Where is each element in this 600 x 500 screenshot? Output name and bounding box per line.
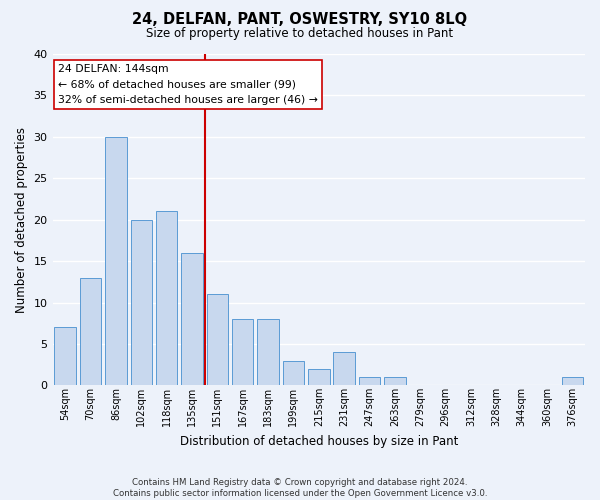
Text: 24 DELFAN: 144sqm
← 68% of detached houses are smaller (99)
32% of semi-detached: 24 DELFAN: 144sqm ← 68% of detached hous… (58, 64, 318, 105)
Y-axis label: Number of detached properties: Number of detached properties (15, 126, 28, 312)
Bar (55, 328, 76, 386)
Bar (181, 253, 203, 386)
Bar (156, 212, 178, 386)
Text: Contains HM Land Registry data © Crown copyright and database right 2024.
Contai: Contains HM Land Registry data © Crown c… (113, 478, 487, 498)
Bar (232, 319, 253, 386)
Text: 24, DELFAN, PANT, OSWESTRY, SY10 8LQ: 24, DELFAN, PANT, OSWESTRY, SY10 8LQ (133, 12, 467, 28)
Bar (206, 294, 228, 386)
Bar (80, 278, 101, 386)
Bar (562, 377, 583, 386)
Bar (334, 352, 355, 386)
X-axis label: Distribution of detached houses by size in Pant: Distribution of detached houses by size … (179, 434, 458, 448)
Bar (384, 377, 406, 386)
Text: Size of property relative to detached houses in Pant: Size of property relative to detached ho… (146, 28, 454, 40)
Bar (308, 369, 329, 386)
Bar (131, 220, 152, 386)
Bar (283, 360, 304, 386)
Bar (359, 377, 380, 386)
Bar (105, 137, 127, 386)
Bar (257, 319, 279, 386)
